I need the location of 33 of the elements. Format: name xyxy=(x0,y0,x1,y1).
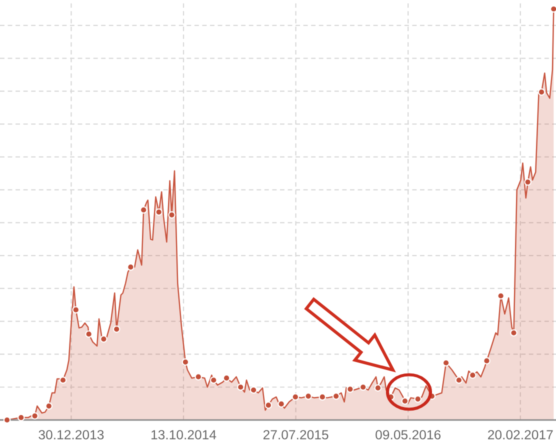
point xyxy=(483,357,490,364)
x-tick-label: 27.07.2015 xyxy=(263,430,328,440)
point xyxy=(318,393,326,401)
point xyxy=(85,330,92,338)
point xyxy=(538,88,546,96)
x-tick-label: 30.12.2013 xyxy=(38,430,104,440)
point xyxy=(374,384,382,392)
point xyxy=(31,412,38,420)
point xyxy=(236,383,244,391)
point xyxy=(155,208,163,216)
point xyxy=(59,376,67,384)
point xyxy=(250,386,258,394)
point xyxy=(292,393,300,401)
point xyxy=(304,392,312,400)
point xyxy=(332,392,340,400)
point xyxy=(168,211,176,219)
point xyxy=(346,386,354,393)
point xyxy=(194,373,202,381)
point xyxy=(524,178,532,186)
point xyxy=(455,376,463,384)
point xyxy=(264,402,272,409)
point xyxy=(45,402,53,410)
point xyxy=(210,376,218,384)
x-tick-label: 09.05.2016 xyxy=(376,430,441,440)
point xyxy=(278,400,285,408)
point xyxy=(469,372,476,379)
point xyxy=(100,335,108,343)
x-tick-label: 13.10.2014 xyxy=(152,430,216,440)
point xyxy=(497,292,504,300)
point xyxy=(112,326,120,333)
point xyxy=(401,397,409,405)
point xyxy=(510,329,518,337)
x-tick-label: 20.02.2017 xyxy=(488,430,553,440)
